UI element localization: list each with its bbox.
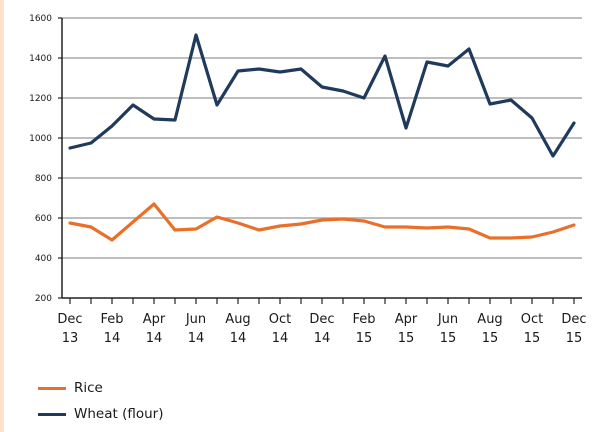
y-axis-ticks: 200 400 600 800 1000 1200 1400 1600 — [29, 14, 52, 304]
x-tick-label-year: 14 — [272, 331, 289, 346]
chart-card: 200 400 600 800 1000 1200 1400 1600 Dec 13 Feb 14 A… — [4, 0, 603, 432]
x-tick-label-month: Aug — [477, 312, 502, 327]
x-axis-ticks: Dec 13 Feb 14 Apr 14 Jun 14 Aug 14 Oct 14 Dec 14 Feb 15… — [57, 312, 586, 346]
x-tick-label-year: 15 — [566, 331, 583, 346]
y-tick-label: 1600 — [29, 14, 52, 24]
y-tick-label: 800 — [35, 174, 52, 184]
x-tick-label-year: 14 — [104, 331, 121, 346]
x-tick-label-year: 15 — [356, 331, 373, 346]
x-tick-label-year: 14 — [146, 331, 163, 346]
y-tick-label: 600 — [35, 214, 52, 224]
gridlines — [62, 17, 582, 259]
legend-item-rice: Rice — [38, 378, 103, 398]
x-tick-label-month: Apr — [143, 312, 166, 327]
legend-label-rice: Rice — [74, 380, 103, 396]
legend-item-wheat: Wheat (flour) — [38, 404, 163, 424]
x-tick-label-month: Feb — [100, 312, 123, 327]
y-tick-label: 200 — [35, 294, 52, 304]
x-tick-label-month: Jun — [185, 312, 206, 327]
series-line-rice — [68, 202, 576, 242]
y-tick-label: 1200 — [29, 94, 52, 104]
y-tick-label: 400 — [35, 254, 52, 264]
x-tick-label-year: 15 — [440, 331, 457, 346]
x-tick-label-year: 15 — [398, 331, 415, 346]
x-tick-label-year: 14 — [188, 331, 205, 346]
x-tick-label-month: Oct — [521, 312, 543, 327]
x-tick-label-month: Feb — [352, 312, 375, 327]
x-tick-label-year: 15 — [482, 331, 499, 346]
x-tick-label-month: Jun — [437, 312, 458, 327]
x-tick-label-year: 14 — [314, 331, 331, 346]
legend-swatch-rice — [38, 386, 66, 390]
x-tick-label-year: 13 — [62, 331, 79, 346]
x-tick-label-year: 14 — [230, 331, 247, 346]
legend-label-wheat: Wheat (flour) — [74, 406, 164, 422]
line-chart: 200 400 600 800 1000 1200 1400 1600 Dec 13 Feb 14 A… — [29, 14, 586, 346]
x-tick-label-month: Dec — [309, 312, 334, 327]
x-tick-label-year: 15 — [524, 331, 541, 346]
x-tick-label-month: Dec — [561, 312, 586, 327]
y-tick-label: 1400 — [29, 54, 52, 64]
legend-swatch-wheat — [38, 412, 66, 416]
y-tick-label: 1000 — [29, 134, 52, 144]
x-tick-label-month: Aug — [225, 312, 250, 327]
x-tick-label-month: Apr — [395, 312, 418, 327]
axes — [58, 17, 582, 304]
series-line-wheat — [68, 33, 576, 158]
x-tick-label-month: Dec — [57, 312, 82, 327]
x-tick-label-month: Oct — [269, 312, 291, 327]
series-lines — [68, 33, 576, 242]
